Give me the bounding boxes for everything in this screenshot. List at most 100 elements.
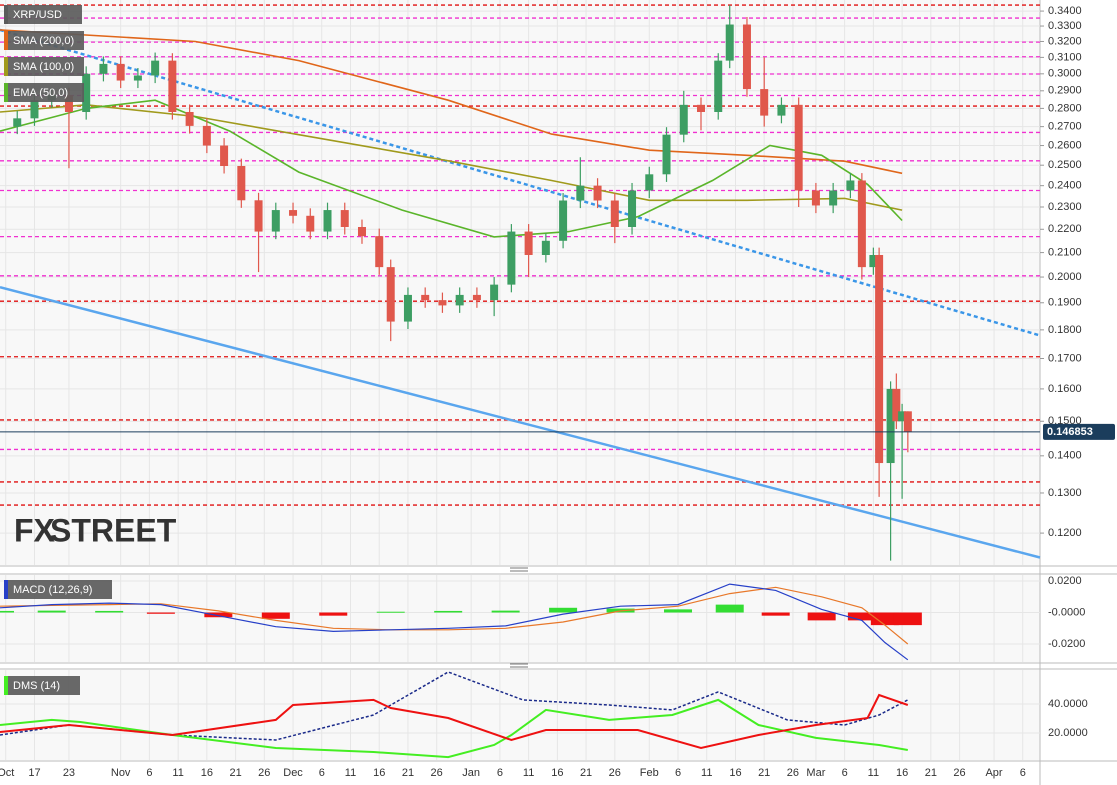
y-tick-label: 0.0200	[1048, 575, 1082, 587]
watermark: FX	[14, 512, 56, 548]
legend-swatch	[4, 83, 8, 102]
x-tick-label: 11	[523, 767, 534, 779]
x-tick-label: Nov	[111, 767, 131, 779]
x-tick-label: 21	[925, 767, 937, 779]
x-tick-label: 16	[896, 767, 908, 779]
y-tick-label: 0.1200	[1048, 527, 1082, 539]
x-tick-label: Dec	[283, 767, 303, 779]
legend-label: DMS (14)	[13, 680, 60, 692]
y-tick-label: 0.2200	[1048, 223, 1082, 235]
x-tick-label: Jan	[462, 767, 480, 779]
resize-grip[interactable]	[510, 567, 528, 668]
candle-body	[168, 60, 177, 112]
candle-body	[340, 210, 349, 228]
x-tick-label: 16	[373, 767, 385, 779]
y-tick-label: 0.2500	[1048, 159, 1082, 171]
x-tick-label: 11	[172, 767, 183, 779]
histogram-bar	[715, 604, 744, 613]
candle-body	[133, 75, 142, 81]
legend-swatch	[4, 676, 8, 695]
histogram-bar	[893, 612, 922, 626]
moving-average	[0, 29, 903, 175]
candle-body	[271, 210, 280, 232]
trend-line	[0, 28, 1041, 337]
candle-body	[892, 388, 901, 422]
candle-body	[524, 231, 533, 255]
x-tick-label: 16	[201, 767, 213, 779]
x-tick-label: Feb	[640, 767, 659, 779]
x-tick-label: 21	[402, 767, 414, 779]
candle-body	[237, 166, 246, 201]
histogram-bar	[261, 612, 290, 619]
legend-swatch	[4, 5, 8, 24]
candle-body	[507, 231, 516, 285]
x-tick-label: 21	[580, 767, 592, 779]
candle-body	[857, 180, 866, 268]
x-tick-label: 23	[63, 767, 75, 779]
candle-body	[220, 145, 229, 167]
x-tick-label: 16	[729, 767, 741, 779]
histogram-bar	[491, 610, 520, 613]
candle-body	[559, 200, 568, 241]
candle-body	[576, 185, 585, 201]
legend-swatch	[4, 31, 8, 50]
candle-body	[875, 254, 884, 464]
candle-body	[593, 185, 602, 201]
candle-body	[64, 95, 73, 112]
candle-body	[898, 411, 907, 422]
y-tick-label: 0.3200	[1048, 35, 1082, 47]
candle-body	[403, 294, 412, 322]
legend-swatch	[4, 580, 8, 599]
candle-body	[254, 200, 263, 232]
legend-label: SMA (200,0)	[13, 35, 74, 47]
candle-body	[811, 190, 820, 206]
candle-body	[725, 24, 734, 61]
dms-line	[0, 671, 909, 741]
candle-body	[455, 294, 464, 306]
y-tick-label: 0.1800	[1048, 324, 1082, 336]
histogram-bar	[319, 612, 348, 616]
candle-body	[472, 294, 481, 301]
candle-body	[714, 60, 723, 112]
candle-body	[760, 89, 769, 116]
legend-box	[4, 676, 80, 695]
x-tick-label: Oct	[0, 767, 14, 779]
histogram-bar	[807, 612, 836, 621]
y-tick-label: -0.0200	[1048, 638, 1085, 650]
x-tick-label: 11	[701, 767, 712, 779]
candle-body	[610, 200, 619, 228]
last-price-box	[1043, 423, 1115, 440]
legend-box	[4, 580, 112, 599]
x-tick-label: 6	[1020, 767, 1026, 779]
trend-line	[0, 285, 1041, 559]
candle-body	[386, 267, 395, 322]
legend-box	[4, 5, 82, 24]
y-tick-label: 0.2100	[1048, 247, 1082, 259]
legend-swatch	[4, 57, 8, 76]
candle-body	[777, 104, 786, 116]
candle-body	[742, 24, 751, 90]
candle-body	[696, 104, 705, 112]
x-tick-label: 6	[842, 767, 848, 779]
candle-body	[829, 190, 838, 206]
candle-body	[375, 236, 384, 268]
x-tick-label: 17	[28, 767, 40, 779]
histogram-bar	[376, 611, 405, 613]
histogram-bar	[146, 612, 175, 614]
y-tick-label: 0.2400	[1048, 180, 1082, 192]
histogram-bar	[847, 612, 876, 621]
signal-line	[0, 586, 909, 645]
histogram-bar	[204, 612, 233, 618]
y-tick-label: 40.0000	[1048, 698, 1088, 710]
candle-body	[82, 73, 91, 112]
legend-label: EMA (50,0)	[13, 87, 68, 99]
y-tick-label: 0.2300	[1048, 201, 1082, 213]
macd-line	[0, 583, 909, 661]
dms-line	[0, 698, 908, 759]
candle-body	[846, 180, 855, 191]
y-tick-label: 20.0000	[1048, 727, 1088, 739]
candle-body	[185, 111, 194, 126]
y-tick-label: 0.1600	[1048, 383, 1082, 395]
